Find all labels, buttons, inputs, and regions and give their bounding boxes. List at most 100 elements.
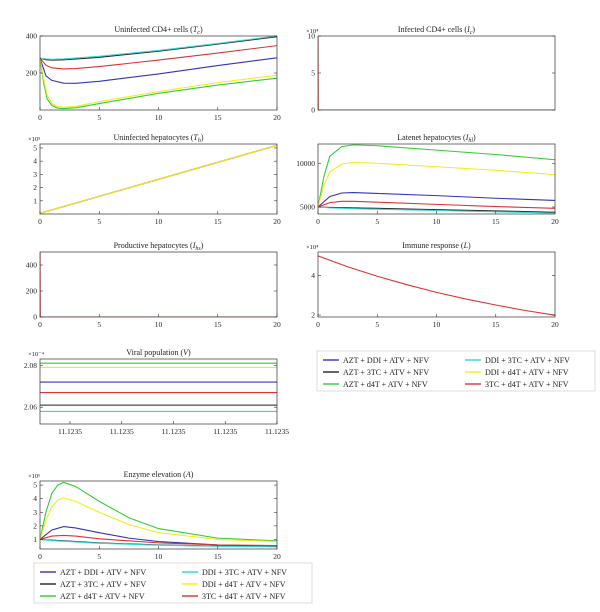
chart-title-subscript: hs [195, 246, 201, 252]
plot-frame [39, 35, 278, 111]
y-tick-label: 4 [33, 494, 37, 503]
legend-label: 3TC + d4T + ATV + NFV [202, 592, 286, 601]
x-tick-label: 10 [155, 113, 163, 122]
y-tick-label: 2 [33, 183, 37, 192]
chart-ihs: Productive hepatocytes (Ihs) 0 200 400 0 5 10 1… [26, 241, 281, 329]
legend-label: DDI + 3TC + ATV + NFV [202, 568, 287, 577]
x-tick-label: 5 [375, 320, 379, 329]
x-tick-label: 20 [273, 217, 281, 226]
y-tick-label: 200 [26, 69, 38, 78]
x-tick-label: 20 [273, 320, 281, 329]
y-tick-label: 400 [26, 261, 38, 270]
x-tick-label: 0 [38, 552, 42, 561]
chart-title-variable: I [466, 25, 470, 34]
x-tick-label: 10 [155, 320, 163, 329]
chart-title-end: ) [201, 241, 204, 250]
x-tick-label: 10 [155, 552, 163, 561]
x-tick-label: 15 [492, 320, 500, 329]
chart-title: Infected CD4+ cells (Ic) [398, 25, 476, 36]
y-multiplier-label: ×10⁶ [28, 473, 40, 480]
chart-title-main: Uninfected CD4+ cells ( [114, 25, 193, 34]
y-tick-label: 2 [33, 521, 37, 530]
chart-title: Productive hepatocytes (Ihs) [114, 241, 204, 252]
x-tick-label: 0 [316, 217, 320, 226]
chart-title-variable: T [193, 25, 198, 34]
y-tick-label: 10 [308, 32, 316, 41]
x-tick-label: 0 [316, 320, 320, 329]
y-tick-label: 0 [33, 313, 37, 322]
chart-title-end: ) [473, 133, 476, 142]
series-line [40, 58, 277, 108]
series-group [40, 481, 277, 548]
y-tick-label: 4 [33, 157, 37, 166]
x-tick-label: 5 [97, 217, 101, 226]
x-tick-label: 10 [433, 320, 441, 329]
series-line [40, 481, 277, 542]
legend-right: AZT + DDI + ATV + NFV AZT + 3TC + ATV + N… [316, 350, 596, 392]
chart-ic: Infected CD4+ cells (Ic) ×10⁴ 0 5 10 [306, 25, 556, 115]
y-tick-label: 2.08 [24, 361, 37, 370]
chart-title-end: ) [200, 25, 203, 34]
chart-title-main: Uninfected hepatocytes ( [113, 133, 193, 142]
x-tick-label: 15 [214, 552, 222, 561]
chart-title-variable: I [192, 241, 196, 250]
y-tick-label: 3 [33, 170, 37, 179]
series-line [40, 58, 277, 110]
chart-title-variable: A [185, 470, 191, 479]
series-line [40, 144, 277, 214]
chart-title-main: Viral population ( [126, 348, 183, 357]
chart-title: Enzyme elevation (A) [124, 470, 194, 479]
y-tick-label: 10000 [296, 159, 315, 168]
chart-hi: Latenet hepatocytes (Ihl) 5000 10000 0 5 10 15… [296, 133, 559, 226]
chart-title-variable: T [193, 133, 198, 142]
y-tick-label: 3 [33, 508, 37, 517]
x-tick-label: 5 [97, 320, 101, 329]
x-tick-label: 5 [97, 113, 101, 122]
series-line [318, 192, 555, 208]
plot-frame [317, 143, 556, 215]
x-tick-label: 11.1235 [110, 427, 134, 436]
chart-title-end: ) [188, 348, 191, 357]
x-tick-label: 20 [273, 552, 281, 561]
legend-label: DDI + 3TC + ATV + NFV [485, 356, 570, 365]
legend-label: AZT + DDI + ATV + NFV [60, 568, 146, 577]
plot-frame [39, 251, 278, 318]
legend-label: AZT + DDI + ATV + NFV [343, 356, 429, 365]
series-line [318, 36, 555, 110]
chart-tc: Uninfected CD4+ cells (Tc) 200 400 0 5 10 15 20 [26, 25, 281, 122]
series-group [40, 144, 277, 214]
x-tick-label: 5 [97, 552, 101, 561]
legend-frame [33, 562, 313, 604]
chart-title-subscript: h [198, 138, 201, 144]
chart-title: Immune response (L) [402, 241, 471, 250]
y-tick-label: 5 [33, 481, 37, 490]
series-group [40, 252, 277, 317]
chart-a: Enzyme elevation (A) ×10⁶ 1 2 3 4 5 0 5 10 15 20 [28, 470, 281, 561]
series-group [318, 255, 555, 316]
x-tick-label: 20 [273, 113, 281, 122]
y-tick-label: 5 [311, 69, 315, 78]
series-group [318, 36, 555, 110]
y-tick-label: 200 [26, 287, 38, 296]
chart-title-end: ) [191, 470, 194, 479]
series-line [40, 534, 277, 547]
chart-title: Viral population (V) [126, 348, 191, 357]
chart-title-main: Productive hepatocytes ( [114, 241, 193, 250]
x-tick-label: 15 [214, 113, 222, 122]
x-tick-label: 15 [214, 320, 222, 329]
plot-frame [317, 35, 556, 111]
x-tick-label: 0 [38, 217, 42, 226]
legend-bottom: AZT + DDI + ATV + NFV AZT + 3TC + ATV + N… [33, 562, 313, 604]
chart-title-subscript: c [197, 30, 200, 36]
x-tick-label: 10 [155, 217, 163, 226]
chart-v: Viral population (V) ×10⁻⁴ 2.06 2.08 11.1235… [24, 348, 289, 436]
series-group [40, 36, 277, 110]
y-tick-label: 1 [33, 535, 37, 544]
series-line [40, 497, 277, 543]
y-tick-label: 4 [311, 271, 315, 280]
chart-title-end: ) [201, 133, 204, 142]
legend-label: AZT + 3TC + ATV + NFV [343, 368, 429, 377]
chart-title-main: Infected CD4+ cells ( [398, 25, 467, 34]
